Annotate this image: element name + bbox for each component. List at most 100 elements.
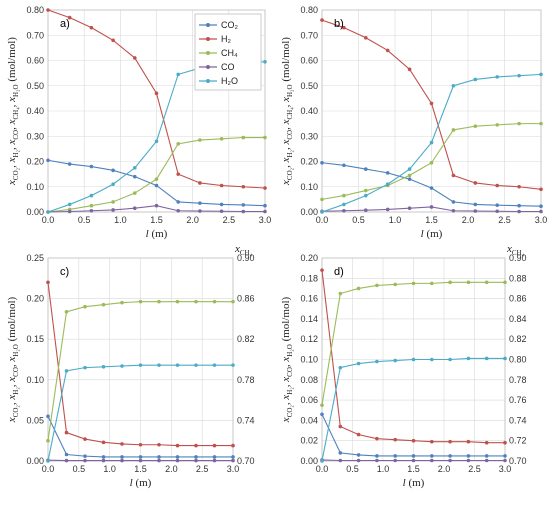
x-tick-label: 2.5	[223, 215, 236, 225]
data-point-ch4	[495, 123, 500, 127]
data-point-ch4	[219, 136, 224, 141]
x-tick-label: 2.0	[186, 215, 199, 225]
data-point-h2o	[64, 369, 69, 373]
data-point-h2	[338, 424, 343, 429]
data-point-co2	[138, 455, 143, 459]
y2-tick-label: 0.76	[509, 395, 527, 405]
y-tick-label: 0.60	[300, 56, 318, 66]
data-point-h2o	[83, 365, 87, 370]
y-tick-label: 0.10	[26, 375, 44, 385]
data-point-h2	[157, 442, 161, 447]
plot-frame	[47, 9, 266, 213]
data-point-h2	[411, 438, 416, 443]
data-point-h2	[385, 48, 390, 53]
data-point-ch4	[120, 300, 124, 305]
data-point-h2	[473, 181, 478, 185]
y-tick-label: 0.10	[26, 182, 44, 192]
data-point-ch4	[101, 302, 106, 307]
y2-tick-label: 0.70	[237, 456, 255, 466]
data-point-h2	[356, 432, 361, 437]
data-point-ch4	[212, 299, 217, 304]
data-point-co2	[83, 454, 87, 458]
data-point-co	[356, 458, 361, 463]
y-tick-label: 0.70	[26, 30, 44, 40]
y-axis-label: xCO₂, xH₂, xCO, xCH₄, xH₂O (mol/mol)	[6, 37, 20, 186]
data-point-ch4	[176, 142, 180, 146]
data-point-h2o	[473, 77, 478, 82]
data-point-h2	[320, 18, 324, 22]
data-point-h2	[89, 25, 94, 30]
data-point-co2	[219, 202, 224, 207]
data-point-ch4	[430, 281, 434, 286]
data-point-h2	[393, 437, 398, 442]
panel-1: 0.00 0.10 0.20 0.30 0.40 0.50 0.60 0.70 0.80 0.0 0…	[6, 5, 271, 240]
data-point-ch4	[175, 299, 180, 304]
data-point-h2	[198, 181, 202, 185]
y-tick-label: 0.30	[300, 131, 318, 141]
data-point-co2	[375, 454, 379, 458]
x-tick-label: 1.5	[425, 215, 438, 225]
data-point-h2	[375, 436, 379, 441]
y-tick-label: 0.00	[26, 456, 44, 466]
y-tick-label: 0.00	[300, 456, 318, 466]
data-point-h2o	[466, 356, 471, 361]
x-axis-label: l (m)	[403, 477, 425, 489]
legend-marker-co2	[206, 23, 210, 27]
data-point-co	[157, 458, 161, 463]
data-point-h2	[154, 91, 159, 96]
data-point-co2	[101, 455, 106, 459]
data-point-co	[448, 458, 452, 463]
data-point-ch4	[111, 200, 115, 204]
legend-entry: H₂	[221, 34, 231, 44]
data-point-ch4	[231, 299, 235, 304]
data-point-co	[407, 206, 412, 211]
data-point-co	[176, 208, 180, 213]
data-point-ch4	[451, 128, 456, 132]
data-point-h2	[495, 183, 500, 188]
x-tick-label: 1.5	[150, 215, 163, 225]
y-tick-label: 0.02	[300, 436, 318, 446]
x-axis-label: l (m)	[146, 228, 168, 240]
y-tick-label: 0.18	[300, 273, 318, 283]
data-point-h2o	[393, 358, 398, 363]
y-tick-label: 0.80	[300, 5, 318, 15]
data-point-co	[451, 208, 456, 213]
data-point-h2	[539, 187, 543, 192]
data-point-co2	[430, 454, 434, 458]
x-tick-label: 2.5	[498, 215, 511, 225]
panel-3: 0.00 0.05 0.10 0.15 0.20 0.25 0.0 0.5 1.0 1.5 2.0 2…	[6, 243, 255, 489]
y2-tick-label: 0.84	[509, 314, 527, 324]
data-point-h2o	[451, 83, 456, 88]
y-tick-label: 0.20	[300, 157, 318, 167]
x-tick-label: 2.5	[196, 464, 209, 474]
x-tick-label: 2.0	[462, 215, 475, 225]
data-point-co	[484, 458, 489, 463]
y-tick-label: 0.16	[300, 294, 318, 304]
data-point-co2	[46, 158, 50, 163]
y-tick-label: 0.20	[26, 294, 44, 304]
x-axis-label: l (m)	[421, 228, 443, 240]
data-point-h2	[320, 268, 324, 272]
x-tick-label: 3.0	[499, 464, 512, 474]
y-tick-label: 0.25	[26, 253, 44, 263]
x-tick-label: 1.0	[377, 464, 390, 474]
data-point-co2	[364, 167, 368, 171]
data-point-co2	[503, 454, 507, 458]
data-point-co2	[517, 203, 521, 208]
y-tick-label: 0.80	[26, 5, 44, 15]
data-point-h2o	[429, 140, 434, 145]
data-point-h2	[46, 8, 50, 12]
data-point-co2	[448, 454, 452, 458]
data-point-h2	[111, 38, 115, 43]
data-point-h2o	[111, 182, 115, 187]
data-point-h2	[451, 173, 456, 178]
data-point-h2o	[101, 365, 106, 369]
data-point-co	[393, 458, 398, 463]
data-point-h2o	[484, 356, 489, 361]
data-point-ch4	[517, 121, 521, 126]
data-point-co2	[393, 454, 398, 458]
data-point-co2	[466, 454, 471, 458]
data-point-h2o	[194, 363, 198, 367]
data-point-ch4	[503, 280, 507, 285]
data-point-co	[212, 458, 217, 463]
